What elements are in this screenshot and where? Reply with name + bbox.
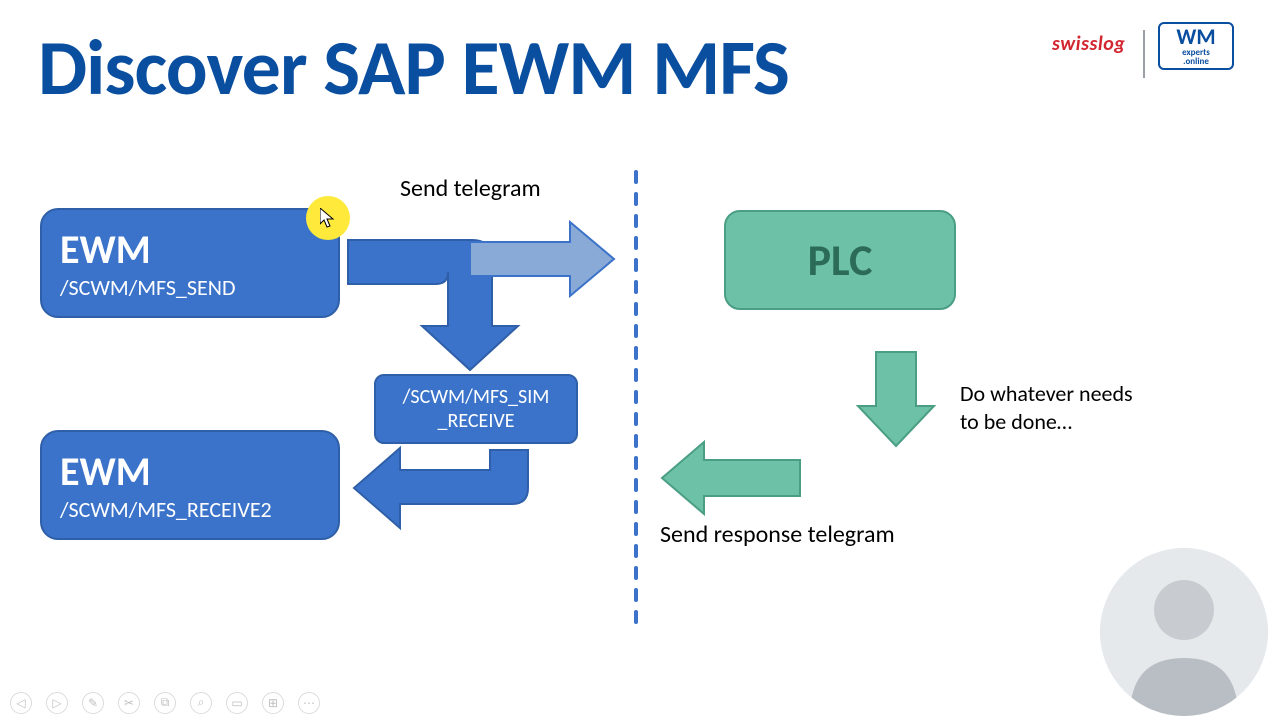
ewm-receive-box: EWM /SCWM/MFS_RECEIVE2 bbox=[40, 430, 340, 540]
label-send-telegram: Send telegram bbox=[400, 174, 541, 203]
sim-receive-l2: _RECEIVE bbox=[438, 409, 515, 433]
cursor-pointer-icon bbox=[320, 208, 338, 230]
plc-box: PLC bbox=[724, 210, 956, 310]
toolbar-zoom-button[interactable]: ⌕ bbox=[190, 692, 212, 714]
ewm-send-box: EWM /SCWM/MFS_SEND bbox=[40, 208, 340, 318]
presenter-avatar bbox=[1100, 548, 1268, 716]
slideshow-toolbar: ◁ ▷ ✎ ✂ ⧉ ⌕ ▭ ⊞ ⋯ bbox=[10, 692, 320, 714]
toolbar-fit-button[interactable]: ▭ bbox=[226, 692, 248, 714]
vertical-divider bbox=[0, 0, 1280, 720]
sim-receive-box: /SCWM/MFS_SIM _RECEIVE bbox=[374, 374, 578, 444]
ewm-recv-sub: /SCWM/MFS_RECEIVE2 bbox=[60, 496, 320, 523]
toolbar-next-button[interactable]: ▷ bbox=[46, 692, 68, 714]
label-do-whatever-l1: Do whatever needs bbox=[960, 380, 1133, 407]
ewm-send-sub: /SCWM/MFS_SEND bbox=[60, 274, 320, 301]
ewm-send-title: EWM bbox=[60, 225, 320, 274]
toolbar-pen-button[interactable]: ✎ bbox=[82, 692, 104, 714]
ewm-recv-title: EWM bbox=[60, 447, 320, 496]
toolbar-prev-button[interactable]: ◁ bbox=[10, 692, 32, 714]
label-do-whatever-l2: to be done… bbox=[960, 408, 1072, 435]
toolbar-grid-button[interactable]: ⊞ bbox=[262, 692, 284, 714]
label-send-response: Send response telegram bbox=[660, 520, 895, 549]
sim-receive-l1: /SCWM/MFS_SIM bbox=[403, 385, 550, 409]
toolbar-marker-button[interactable]: ✂ bbox=[118, 692, 140, 714]
plc-label: PLC bbox=[808, 233, 873, 287]
toolbar-copy-button[interactable]: ⧉ bbox=[154, 692, 176, 714]
slide-stage: Discover SAP EWM MFS swisslog WM experts… bbox=[0, 0, 1280, 720]
toolbar-more-button[interactable]: ⋯ bbox=[298, 692, 320, 714]
